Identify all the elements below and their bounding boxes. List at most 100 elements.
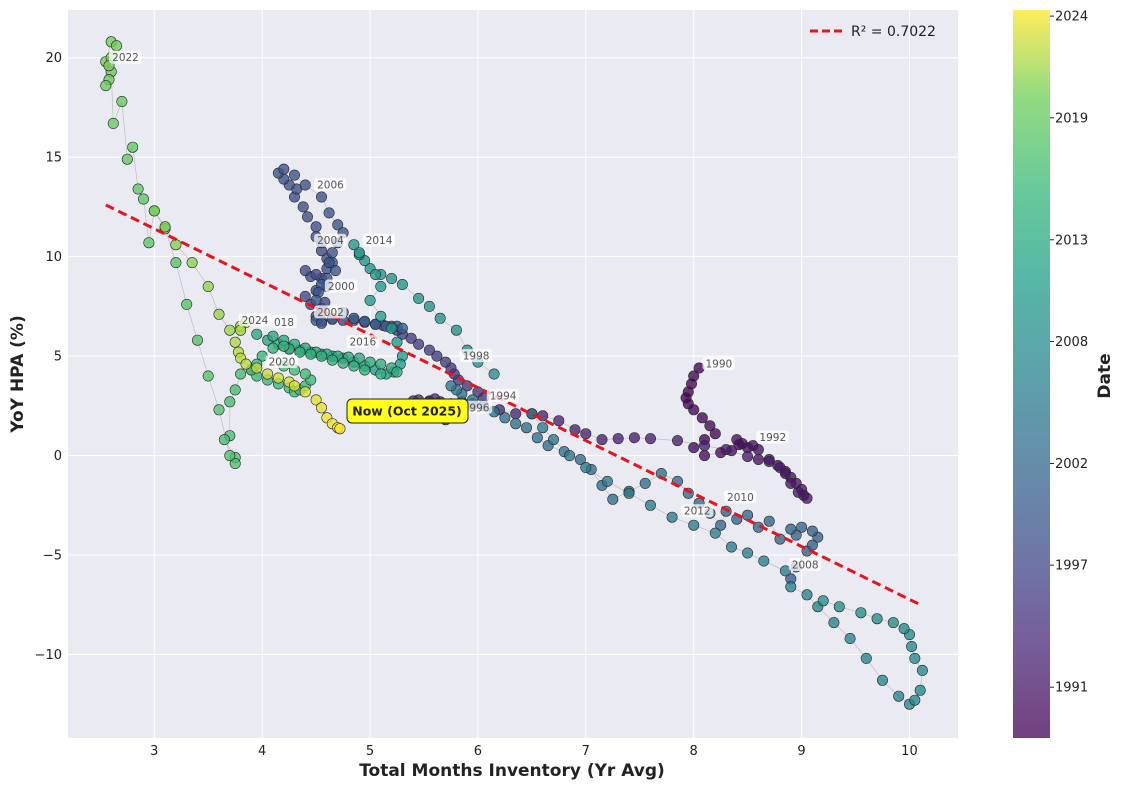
now-label: Now (Oct 2025): [352, 404, 462, 419]
data-point: [299, 386, 311, 398]
colorbar-tick-label: 2013: [1055, 233, 1088, 248]
data-point: [301, 211, 313, 223]
data-point: [828, 617, 840, 629]
data-point: [391, 366, 403, 378]
data-point: [801, 492, 813, 504]
data-point: [715, 519, 727, 531]
data-point: [391, 336, 403, 348]
data-point: [785, 523, 797, 535]
data-point: [537, 422, 549, 434]
data-point: [305, 348, 317, 360]
data-point: [914, 684, 926, 696]
legend: R² = 0.7022: [810, 24, 936, 40]
annotation-box: [324, 279, 358, 293]
data-point: [121, 153, 133, 165]
data-point: [887, 617, 899, 629]
annotation-box: [788, 557, 822, 571]
data-point: [299, 368, 311, 380]
data-point: [580, 428, 592, 440]
y-tick-label: 10: [45, 250, 62, 265]
year-annotation: 2006: [317, 180, 344, 192]
annotation-box: [459, 349, 493, 363]
data-point: [644, 433, 656, 445]
data-point: [671, 435, 683, 447]
data-point: [752, 444, 764, 456]
data-point: [510, 418, 522, 430]
x-tick-label: 5: [366, 744, 374, 759]
data-point: [138, 193, 150, 205]
annotation-box: [270, 315, 297, 329]
data-point: [240, 358, 252, 370]
y-tick-label: 20: [45, 51, 62, 66]
year-annotation: 1998: [463, 351, 490, 363]
data-point: [224, 324, 236, 336]
data-point: [733, 439, 745, 451]
x-tick-label: 8: [690, 744, 698, 759]
data-point: [709, 428, 721, 440]
year-annotation: 2008: [792, 559, 819, 571]
data-point: [297, 201, 309, 213]
colorbar-tick-label: 1991: [1055, 681, 1088, 696]
data-point: [329, 265, 341, 277]
data-point: [251, 328, 263, 340]
year-annotation: 018: [274, 317, 294, 329]
data-point: [202, 370, 214, 382]
annotation-box: [724, 490, 757, 504]
data-point: [132, 183, 144, 195]
data-point: [127, 141, 139, 153]
data-point: [906, 640, 918, 652]
trendline: [105, 203, 921, 607]
data-point: [752, 453, 764, 465]
data-point: [623, 487, 635, 499]
data-point: [413, 338, 425, 350]
data-point: [278, 163, 290, 175]
data-point: [375, 368, 387, 380]
data-point: [235, 368, 247, 380]
data-point: [272, 372, 284, 384]
data-point: [294, 346, 306, 358]
data-point: [159, 221, 171, 233]
year-annotation: 2022: [112, 52, 139, 64]
trend-line: [105, 203, 921, 607]
y-axis-label: YoY HPA (%): [8, 315, 28, 433]
data-point: [143, 237, 155, 249]
data-point: [596, 434, 608, 446]
data-point: [386, 272, 398, 284]
data-point: [860, 652, 872, 664]
data-point: [262, 368, 274, 380]
data-point: [116, 96, 128, 108]
annotation-box: [486, 388, 520, 402]
year-annotation: 2000: [328, 281, 355, 293]
data-point: [229, 336, 241, 348]
y-tick-label: −5: [43, 549, 62, 564]
data-point: [488, 368, 500, 380]
data-point: [267, 330, 279, 342]
data-point: [547, 434, 559, 446]
data-point: [725, 541, 737, 553]
data-point: [229, 457, 241, 469]
data-point: [353, 352, 365, 364]
x-axis-ticks: 3 4 5 6 7 8 9 10: [150, 744, 918, 759]
data-point: [698, 440, 710, 452]
data-point: [170, 257, 182, 269]
x-tick-label: 10: [901, 744, 918, 759]
x-tick-label: 7: [582, 744, 590, 759]
data-point: [111, 40, 123, 52]
data-point: [445, 380, 457, 392]
colorbar-tick-label: 2024: [1055, 10, 1088, 25]
data-point: [833, 601, 845, 613]
y-tick-label: 5: [54, 350, 62, 365]
data-point: [666, 511, 678, 523]
data-point: [720, 444, 732, 456]
year-annotation: 2024: [242, 315, 269, 327]
y-tick-label: −10: [35, 648, 62, 663]
data-point: [148, 205, 160, 217]
data-point: [844, 632, 856, 644]
colorbar-tick-label: 1997: [1055, 559, 1088, 574]
data-point: [876, 674, 888, 686]
data-point: [763, 455, 775, 467]
data-point: [537, 410, 549, 422]
data-point: [332, 219, 344, 231]
data-point: [871, 613, 883, 625]
data-point: [423, 300, 435, 312]
